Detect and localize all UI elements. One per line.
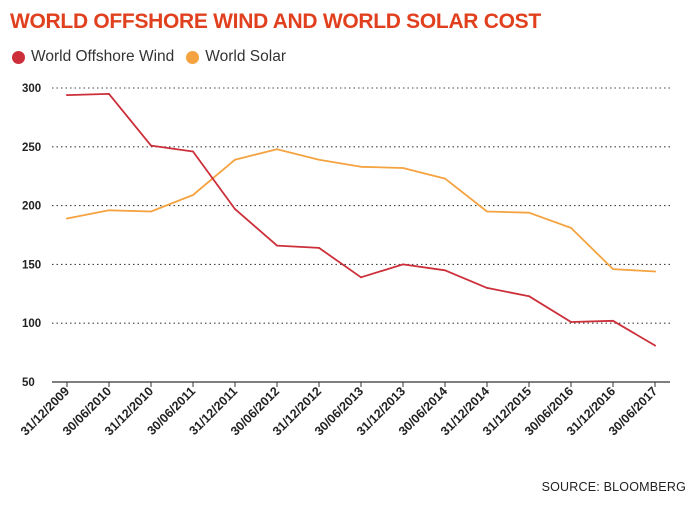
data-point-solar-11: [528, 211, 530, 214]
data-point-solar-14: [654, 270, 656, 273]
data-point-offshore-wind-5: [276, 244, 278, 247]
data-point-offshore-wind-4: [234, 208, 236, 211]
legend-swatch-solar: [186, 50, 200, 64]
data-point-solar-2: [150, 210, 152, 213]
data-point-offshore-wind-13: [612, 319, 614, 322]
data-point-solar-7: [360, 165, 362, 168]
chart-title: WORLD OFFSHORE WIND AND WORLD SOLAR COST: [10, 10, 541, 33]
legend-item-offshore-wind: World Offshore Wind: [12, 48, 174, 66]
data-point-solar-10: [486, 210, 488, 213]
data-point-offshore-wind-11: [528, 295, 530, 298]
y-tick-label-100: 100: [22, 318, 41, 330]
data-point-offshore-wind-14: [654, 344, 656, 347]
data-point-solar-13: [612, 268, 614, 271]
data-point-offshore-wind-8: [402, 263, 404, 266]
data-point-solar-9: [444, 177, 446, 180]
data-point-solar-0: [66, 217, 68, 220]
data-point-offshore-wind-2: [150, 144, 152, 147]
data-point-offshore-wind-7: [360, 276, 362, 279]
legend-item-solar: World Solar: [186, 48, 286, 66]
y-tick-label-300: 300: [22, 83, 41, 95]
data-point-offshore-wind-0: [66, 94, 68, 96]
data-point-solar-3: [192, 194, 194, 196]
data-point-solar-4: [234, 158, 236, 161]
data-point-offshore-wind-6: [318, 247, 320, 249]
data-point-offshore-wind-1: [108, 92, 110, 95]
data-point-solar-8: [402, 167, 404, 169]
data-point-solar-6: [318, 158, 320, 161]
legend: World Offshore Wind World Solar: [12, 48, 298, 66]
data-point-solar-1: [108, 209, 110, 212]
data-point-solar-12: [570, 227, 572, 229]
legend-label-offshore-wind: World Offshore Wind: [31, 48, 175, 65]
data-point-solar-5: [276, 148, 278, 151]
data-point-offshore-wind-12: [570, 321, 572, 323]
legend-label-solar: World Solar: [205, 48, 286, 65]
y-tick-label-250: 250: [22, 142, 41, 154]
legend-swatch-offshore-wind: [12, 50, 25, 64]
source-note: SOURCE: BLOOMBERG: [541, 480, 686, 494]
y-tick-label-50: 50: [22, 377, 35, 389]
data-point-offshore-wind-10: [486, 287, 488, 289]
y-tick-label-150: 150: [22, 259, 41, 271]
data-point-offshore-wind-3: [192, 150, 194, 153]
data-point-offshore-wind-9: [444, 269, 446, 272]
series-line-offshore-wind: [66, 93, 656, 347]
y-tick-label-200: 200: [22, 201, 41, 213]
